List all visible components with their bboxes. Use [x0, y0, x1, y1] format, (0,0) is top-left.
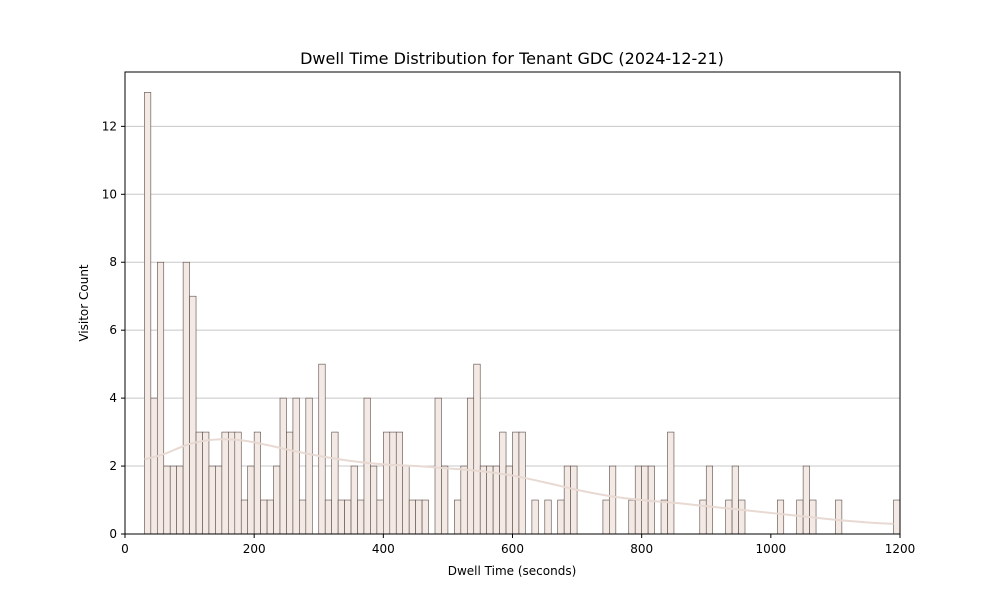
histogram-bar	[234, 431, 242, 535]
x-axis-ticks: 0 200 400 600 800 1000 1200	[121, 534, 915, 556]
histogram-bar	[441, 465, 449, 535]
histogram-bar	[182, 261, 190, 535]
histogram-bar	[738, 499, 746, 535]
histogram-bar	[802, 465, 810, 535]
y-tick-label: 12	[102, 119, 117, 133]
y-tick-label: 4	[109, 391, 117, 405]
histogram-bar	[150, 397, 158, 535]
x-tick-label: 0	[121, 542, 129, 556]
x-axis-label: Dwell Time (seconds)	[448, 564, 577, 578]
histogram-bar	[195, 431, 203, 535]
histogram-bar	[835, 499, 843, 535]
grid-lines	[125, 125, 900, 467]
histogram-bar	[460, 465, 468, 535]
histogram-bar	[202, 431, 210, 535]
histogram-bar	[221, 431, 229, 535]
histogram-bar	[169, 465, 177, 535]
histogram-bar	[557, 499, 565, 535]
histogram-bar	[286, 431, 294, 535]
x-tick-label: 1200	[885, 542, 916, 556]
histogram-bar	[344, 499, 352, 535]
histogram-bar	[215, 465, 223, 535]
histogram-bar	[350, 465, 358, 535]
histogram-bar	[337, 499, 345, 535]
histogram-bar	[531, 499, 539, 535]
y-tick-label: 2	[109, 459, 117, 473]
histogram-bar	[144, 92, 152, 535]
histogram-bar	[660, 499, 668, 535]
histogram-bar	[776, 499, 785, 535]
histogram-bar	[415, 499, 423, 535]
histogram-bar	[731, 465, 739, 535]
histogram-bar	[512, 431, 520, 535]
histogram-bar	[563, 465, 571, 535]
histogram-bar	[395, 431, 404, 535]
histogram-bar	[486, 465, 494, 535]
histogram-bar	[479, 465, 487, 535]
histogram-bars	[144, 92, 901, 535]
kde-line	[144, 438, 894, 525]
chart-title: Dwell Time Distribution for Tenant GDC (…	[300, 49, 724, 68]
histogram-bar	[602, 499, 610, 535]
histogram-bar	[253, 431, 261, 535]
histogram-bar	[266, 499, 274, 535]
histogram-bar	[247, 465, 255, 535]
y-tick-label: 6	[109, 323, 117, 337]
histogram-bar	[499, 431, 507, 535]
histogram-bar	[292, 397, 300, 535]
histogram-bar	[189, 295, 197, 535]
histogram-bar	[454, 499, 462, 535]
histogram-bar	[208, 465, 216, 535]
histogram-bar	[893, 499, 901, 535]
histogram-bar	[163, 465, 171, 535]
histogram-bar	[228, 431, 236, 535]
histogram-bar	[240, 499, 249, 535]
x-tick-label: 400	[372, 542, 395, 556]
histogram-bar	[725, 499, 733, 535]
histogram-bar	[318, 363, 326, 535]
histogram-bar	[667, 431, 675, 535]
histogram-bar	[466, 397, 475, 535]
y-axis-ticks: 0 2 4 6 8 10 12	[102, 119, 125, 541]
histogram-bar	[376, 499, 384, 535]
histogram-bar	[408, 499, 416, 535]
histogram-bar	[421, 499, 429, 535]
histogram-bar	[473, 363, 481, 535]
histogram-bar	[324, 499, 332, 535]
histogram-bar	[279, 397, 287, 535]
histogram-bar	[570, 465, 578, 535]
histogram-bar	[544, 499, 552, 535]
histogram-bar	[389, 431, 397, 535]
histogram-bar	[363, 397, 371, 535]
histogram-bar	[383, 431, 391, 535]
histogram-bar	[518, 431, 526, 535]
kde-curve	[144, 438, 894, 525]
histogram-bar	[299, 499, 307, 535]
histogram-bar	[273, 465, 281, 535]
histogram-bar	[434, 397, 442, 535]
histogram-bar	[609, 465, 617, 535]
x-tick-label: 1000	[756, 542, 787, 556]
histogram-bar	[705, 465, 714, 535]
histogram-bar	[492, 465, 500, 535]
histogram-bar	[628, 499, 636, 535]
histogram-bar	[260, 499, 268, 535]
y-tick-label: 8	[109, 255, 117, 269]
x-tick-label: 600	[501, 542, 524, 556]
histogram-bar	[370, 465, 378, 535]
histogram-bar	[357, 499, 365, 535]
y-tick-label: 10	[102, 187, 117, 201]
histogram-bar	[305, 397, 313, 535]
x-tick-label: 200	[243, 542, 266, 556]
x-tick-label: 800	[630, 542, 653, 556]
histogram-bar	[156, 261, 165, 535]
histogram-bar	[402, 465, 410, 535]
y-axis-label: Visitor Count	[77, 264, 91, 342]
histogram-bar	[176, 465, 184, 535]
y-tick-label: 0	[109, 527, 117, 541]
histogram-bar	[331, 431, 339, 535]
